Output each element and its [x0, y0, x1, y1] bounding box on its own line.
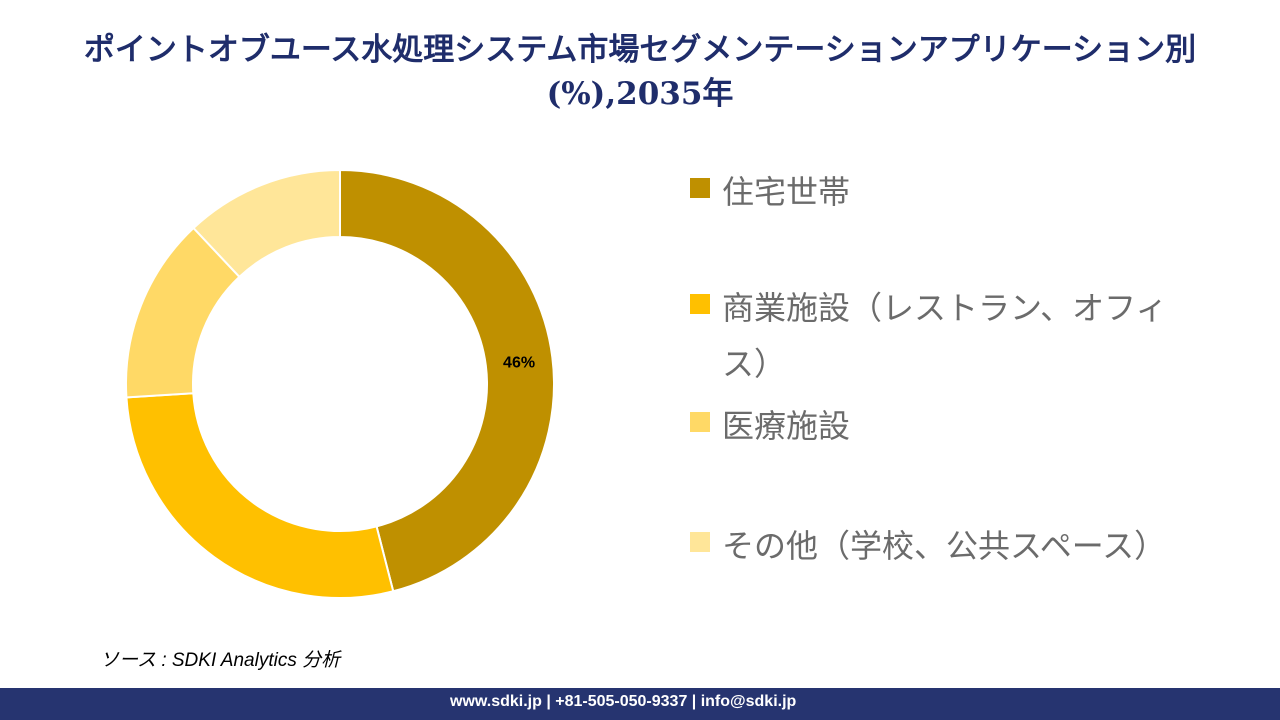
legend-swatch	[690, 294, 710, 314]
legend-item: 商業施設（レストラン、オフィス）	[690, 280, 1180, 392]
legend-label: 住宅世帯	[722, 173, 851, 211]
legend-item: 住宅世帯	[690, 164, 1190, 220]
source-note: ソース : SDKI Analytics 分析	[100, 650, 341, 671]
legend-label: 商業施設（レストラン、オフィス）	[722, 289, 1168, 383]
chart-title: ポイントオブユース水処理システム市場セグメンテーションアプリケーション別(%),…	[83, 32, 1197, 112]
legend-label: 医療施設	[722, 407, 851, 445]
legend-item: その他（学校、公共スペース）	[690, 518, 1180, 574]
legend-item: 医療施設	[690, 398, 1190, 454]
donut-segment	[192, 168, 341, 279]
legend-swatch	[690, 532, 710, 552]
donut-segment	[339, 168, 555, 593]
legend-swatch	[690, 412, 710, 432]
legend-label: その他（学校、公共スペース）	[722, 527, 1167, 565]
donut-chart: 46%	[125, 168, 555, 599]
donut-segment	[125, 392, 395, 599]
footer-bar: www.sdki.jp | +81-505-050-9337 | info@sd…	[0, 688, 1280, 720]
data-label: 46%	[503, 354, 535, 371]
legend-swatch	[690, 178, 710, 198]
footer-contact: www.sdki.jp | +81-505-050-9337 | info@sd…	[450, 693, 797, 710]
